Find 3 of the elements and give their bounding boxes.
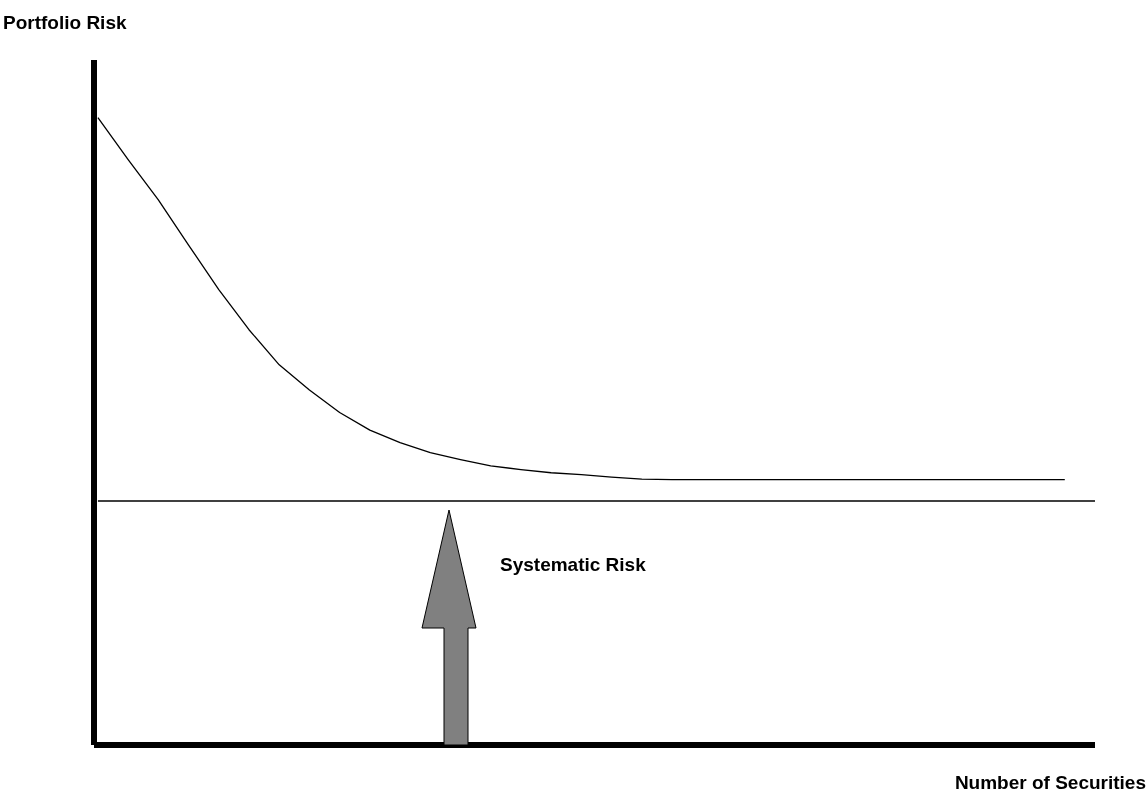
- annotation: Systematic Risk: [500, 554, 646, 576]
- x-axis-title: Number of Securities: [954, 772, 1146, 794]
- y-axis-title: Portfolio Risk: [3, 12, 127, 34]
